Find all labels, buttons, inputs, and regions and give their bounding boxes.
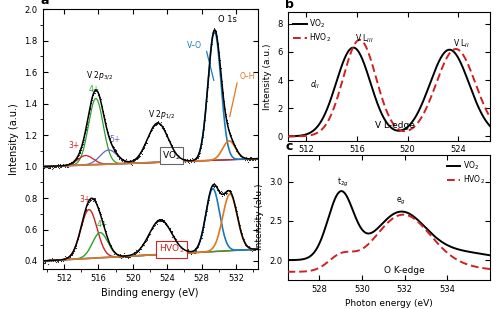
HVO$_2$ bbox=[487, 115, 493, 119]
Text: c: c bbox=[286, 140, 293, 153]
HVO$_2$ bbox=[431, 87, 437, 91]
Text: VO$_2$: VO$_2$ bbox=[162, 149, 181, 162]
Line: VO$_2$: VO$_2$ bbox=[288, 191, 490, 260]
HVO$_2$ bbox=[409, 215, 415, 219]
Text: V L$_{II}$: V L$_{II}$ bbox=[454, 37, 470, 50]
HVO$_2$ bbox=[285, 270, 291, 274]
HVO$_2$ bbox=[432, 84, 438, 88]
VO$_2$ bbox=[284, 258, 290, 262]
HVO$_2$ bbox=[356, 38, 362, 42]
VO$_2$ bbox=[309, 130, 315, 133]
Text: HVO$_2$: HVO$_2$ bbox=[158, 243, 184, 256]
Text: V–O: V–O bbox=[186, 41, 202, 50]
Line: VO$_2$: VO$_2$ bbox=[288, 48, 490, 136]
Text: a: a bbox=[40, 0, 49, 7]
HVO$_2$ bbox=[284, 134, 290, 138]
VO$_2$ bbox=[284, 134, 290, 138]
VO$_2$ bbox=[456, 248, 462, 251]
HVO$_2$ bbox=[309, 133, 315, 137]
X-axis label: Binding energy (eV): Binding energy (eV) bbox=[101, 288, 199, 298]
Text: 5+: 5+ bbox=[110, 135, 121, 144]
HVO$_2$ bbox=[487, 267, 493, 271]
HVO$_2$ bbox=[406, 214, 411, 218]
Text: t$_{2g}$: t$_{2g}$ bbox=[336, 176, 348, 189]
Text: V L$_{III}$: V L$_{III}$ bbox=[354, 33, 373, 45]
Line: HVO$_2$: HVO$_2$ bbox=[288, 215, 490, 272]
HVO$_2$ bbox=[284, 270, 290, 274]
VO$_2$ bbox=[432, 68, 438, 72]
Text: 3+: 3+ bbox=[80, 195, 91, 204]
Text: V L-edge: V L-edge bbox=[375, 121, 415, 130]
Legend: VO$_2$, HVO$_2$: VO$_2$, HVO$_2$ bbox=[445, 158, 486, 188]
X-axis label: Photon energy (eV): Photon energy (eV) bbox=[345, 160, 432, 169]
Legend: VO$_2$, HVO$_2$: VO$_2$, HVO$_2$ bbox=[292, 16, 333, 46]
Line: HVO$_2$: HVO$_2$ bbox=[288, 40, 490, 136]
HVO$_2$ bbox=[400, 213, 406, 217]
Text: O 1s: O 1s bbox=[218, 15, 237, 24]
HVO$_2$ bbox=[412, 124, 418, 128]
X-axis label: Photon energy (eV): Photon energy (eV) bbox=[345, 299, 432, 308]
VO$_2$ bbox=[468, 250, 474, 254]
Text: 4+: 4+ bbox=[97, 220, 108, 229]
Text: V 2$p_{3/2}$: V 2$p_{3/2}$ bbox=[86, 70, 112, 83]
Y-axis label: Intensity (a.u.): Intensity (a.u.) bbox=[9, 103, 19, 175]
VO$_2$ bbox=[412, 115, 418, 119]
Text: 4+: 4+ bbox=[88, 85, 100, 94]
Text: e$_g$: e$_g$ bbox=[396, 197, 406, 208]
Text: $d_{II}$: $d_{II}$ bbox=[310, 78, 320, 91]
Text: O K-edge: O K-edge bbox=[384, 266, 425, 275]
VO$_2$ bbox=[487, 124, 493, 128]
HVO$_2$ bbox=[468, 264, 474, 268]
VO$_2$ bbox=[409, 214, 415, 217]
VO$_2$ bbox=[365, 74, 371, 78]
VO$_2$ bbox=[351, 46, 357, 49]
Text: V 2$p_{1/2}$: V 2$p_{1/2}$ bbox=[148, 108, 176, 121]
HVO$_2$ bbox=[456, 259, 462, 263]
Text: 3+: 3+ bbox=[68, 141, 80, 150]
Y-axis label: Intensity (a.u.): Intensity (a.u.) bbox=[262, 43, 272, 110]
HVO$_2$ bbox=[405, 214, 411, 217]
Text: b: b bbox=[286, 0, 294, 11]
VO$_2$ bbox=[338, 189, 344, 193]
VO$_2$ bbox=[405, 211, 411, 215]
VO$_2$ bbox=[487, 253, 493, 257]
Text: O–H: O–H bbox=[240, 72, 255, 81]
VO$_2$ bbox=[350, 46, 356, 49]
HVO$_2$ bbox=[350, 44, 356, 48]
VO$_2$ bbox=[431, 71, 437, 74]
Y-axis label: Intensity (a.u.): Intensity (a.u.) bbox=[255, 184, 264, 250]
VO$_2$ bbox=[285, 258, 291, 262]
HVO$_2$ bbox=[365, 50, 371, 54]
VO$_2$ bbox=[406, 212, 411, 215]
